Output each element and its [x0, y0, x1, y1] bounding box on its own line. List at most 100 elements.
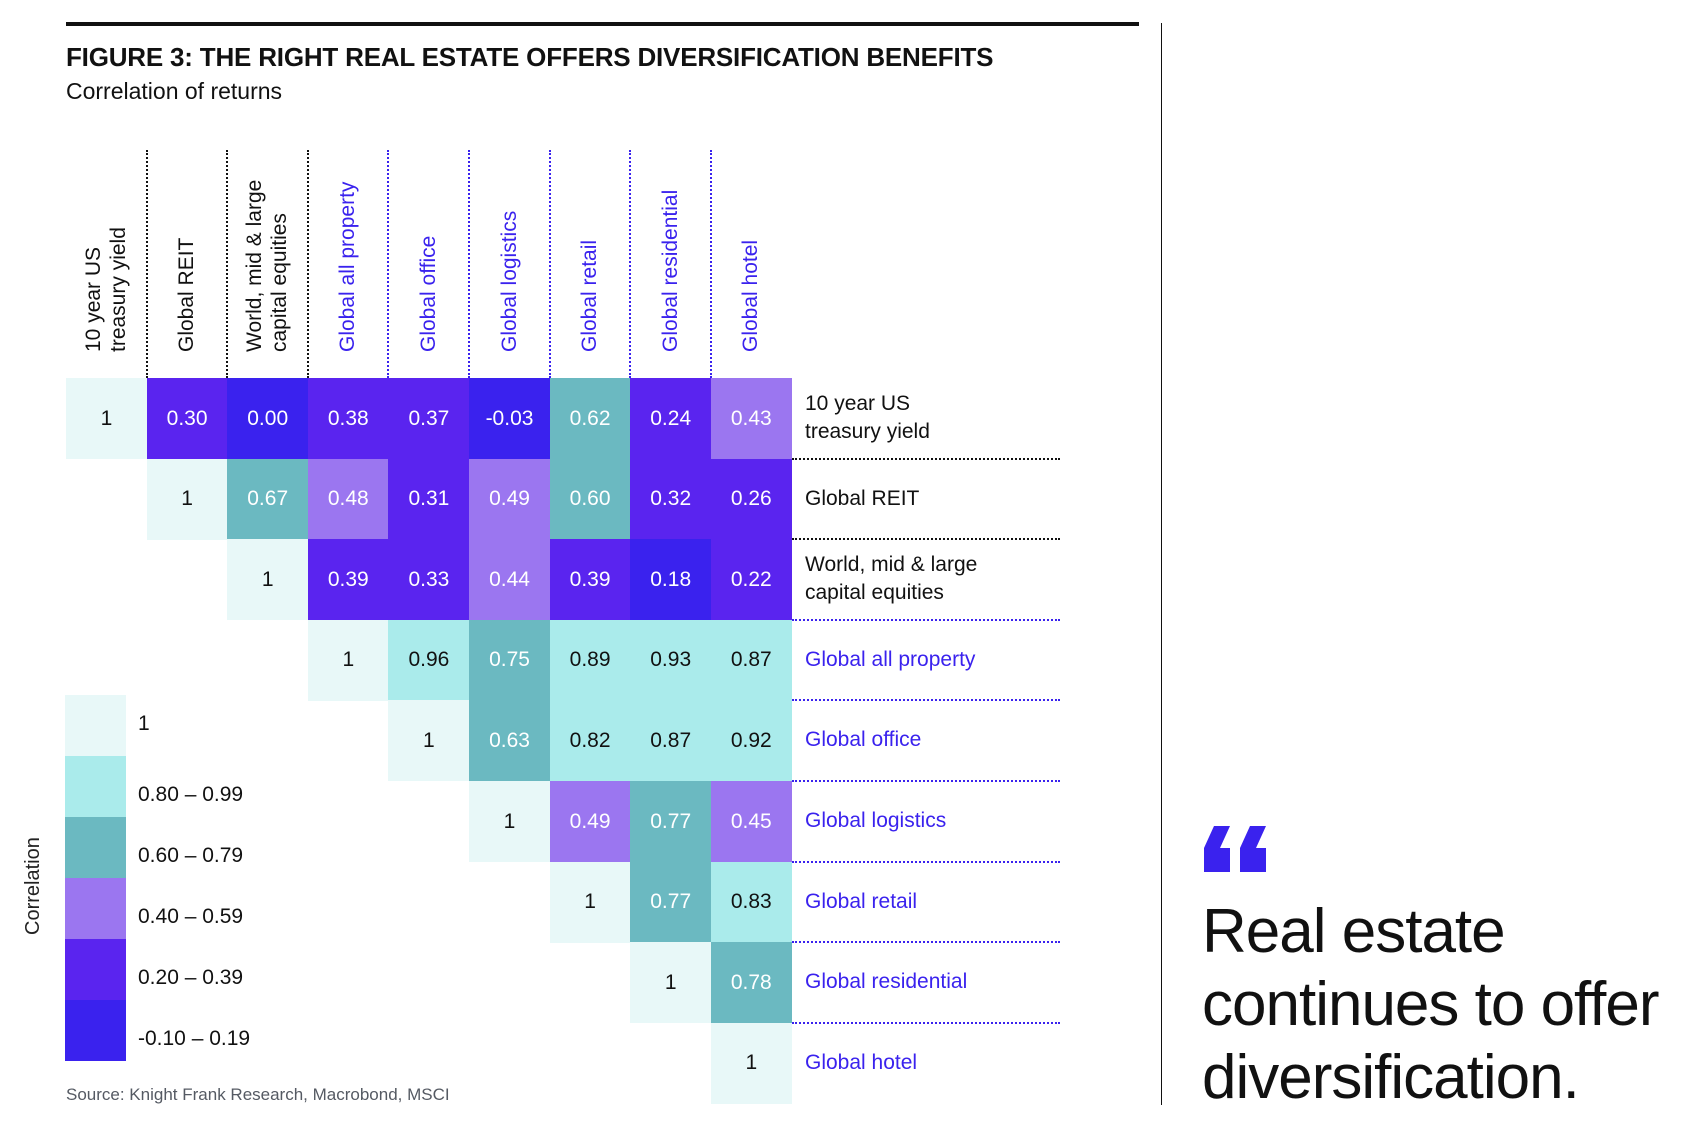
correlation-cell: 0.63 — [469, 700, 550, 782]
column-header-label: World, mid & large capital equities — [243, 179, 292, 352]
correlation-cell: 0.33 — [388, 539, 470, 621]
row-label: Global REIT — [805, 486, 920, 510]
correlation-cell: 0.32 — [630, 458, 712, 540]
pull-quote: Real estate continues to offer diversifi… — [1202, 897, 1660, 1112]
correlation-cell: 0.31 — [388, 458, 470, 540]
legend-title: Correlation — [22, 837, 44, 935]
row-label: Global logistics — [805, 809, 947, 832]
correlation-cell: 0.62 — [549, 378, 631, 459]
row-label: Global all property — [805, 647, 976, 671]
correlation-cell: 0.43 — [710, 378, 792, 459]
correlation-cell: 0.39 — [307, 539, 389, 621]
correlation-matrix: 10 year US treasury yield Global REIT World… — [66, 150, 1060, 1104]
quote-mark-left — [1204, 826, 1230, 872]
correlation-cell: 0.45 — [710, 781, 792, 862]
column-header-label: Global all property — [336, 181, 360, 352]
correlation-cell: 0.89 — [549, 619, 631, 701]
correlation-cell: 0.60 — [549, 458, 631, 540]
column-header: World, mid & large capital equities — [227, 152, 307, 352]
column-header: Global hotel — [711, 152, 791, 352]
correlation-cell: 0.96 — [388, 619, 470, 701]
correlation-cell: 0.82 — [549, 700, 631, 782]
legend-swatch — [65, 695, 126, 756]
correlation-cell: 0.39 — [549, 539, 631, 621]
column-header-label: Global office — [416, 235, 440, 352]
correlation-cell: 0.22 — [710, 539, 792, 621]
diagonal-cell: 1 — [307, 619, 389, 701]
correlation-cell: 0.87 — [630, 700, 712, 782]
diagonal-cell: 1 — [710, 1022, 792, 1104]
legend-swatch — [65, 939, 126, 1000]
correlation-cell: 0.00 — [227, 378, 309, 459]
legend-label: 0.80 – 0.99 — [138, 783, 244, 806]
row-label: Global office — [805, 728, 922, 752]
row-separator — [792, 699, 1060, 702]
correlation-cell: 0.67 — [227, 458, 309, 540]
legend-label: 1 — [138, 712, 150, 735]
diagonal-cell: 1 — [227, 539, 309, 621]
correlation-cell: 0.44 — [469, 539, 550, 621]
legend-label: 0.60 – 0.79 — [138, 844, 244, 867]
correlation-cell: 0.87 — [710, 619, 792, 701]
diagonal-cell: 1 — [146, 458, 228, 540]
legend-swatch — [65, 817, 126, 878]
correlation-cell: -0.03 — [469, 378, 550, 459]
row-label: Global hotel — [805, 1050, 918, 1074]
figure-subtitle: Correlation of returns — [66, 78, 283, 104]
column-divider — [1161, 23, 1162, 1105]
column-header-label: Global retail — [578, 239, 602, 352]
column-header: Global residential — [630, 152, 710, 352]
legend-swatch — [65, 756, 126, 817]
row-label: Global retail — [805, 889, 918, 913]
row-separator — [792, 538, 1060, 541]
correlation-cell: 0.77 — [630, 861, 712, 943]
diagonal-cell: 1 — [388, 700, 470, 782]
correlation-cell: 0.24 — [630, 378, 712, 459]
column-header: Global logistics — [469, 152, 549, 352]
figure-title: FIGURE 3: THE RIGHT REAL ESTATE OFFERS D… — [66, 42, 994, 72]
row-separator — [792, 860, 1060, 863]
correlation-cell: 0.37 — [388, 378, 470, 459]
correlation-cell: 0.48 — [307, 458, 389, 540]
column-separator — [468, 150, 470, 378]
legend-label: 0.20 – 0.39 — [138, 966, 244, 989]
diagonal-cell: 1 — [549, 861, 631, 943]
legend-label: -0.10 – 0.19 — [138, 1027, 251, 1050]
column-separator — [548, 150, 551, 378]
row-label: Global residential — [805, 970, 968, 994]
diagonal-cell: 1 — [630, 942, 712, 1024]
column-header: Global REIT — [147, 152, 227, 352]
correlation-cell: 0.78 — [710, 942, 792, 1024]
correlation-cell: 0.77 — [630, 781, 712, 862]
correlation-cell: 0.49 — [469, 458, 550, 540]
column-header: Global office — [388, 152, 468, 352]
column-header-label: Global logistics — [497, 210, 521, 352]
row-label: 10 year US treasury yield — [805, 392, 930, 443]
diagonal-cell: 1 — [469, 781, 550, 862]
column-separator — [629, 150, 632, 378]
column-separator — [306, 150, 309, 378]
row-separator — [792, 941, 1060, 944]
column-header: Global all property — [308, 152, 388, 352]
legend-swatch — [65, 1000, 126, 1061]
correlation-cell: 0.83 — [710, 861, 792, 943]
column-separator — [145, 150, 148, 378]
row-separator — [792, 457, 1060, 460]
row-separator — [792, 780, 1060, 782]
correlation-cell: 0.38 — [307, 378, 389, 459]
column-header-label: Global REIT — [175, 237, 199, 352]
column-header: 10 year US treasury yield — [66, 152, 146, 352]
column-header-label: Global residential — [658, 189, 682, 352]
column-separator — [709, 150, 712, 378]
correlation-cell: 0.49 — [549, 781, 631, 862]
correlation-cell: 0.18 — [630, 539, 712, 621]
quote-mark-right — [1240, 826, 1266, 872]
correlation-cell: 0.93 — [630, 619, 712, 701]
row-separator — [792, 1021, 1060, 1024]
column-separator — [226, 150, 229, 378]
correlation-cell: 0.26 — [710, 458, 792, 540]
column-header-label: Global hotel — [739, 239, 763, 352]
correlation-cell: 0.92 — [710, 700, 792, 782]
column-header-label: 10 year US treasury yield — [82, 227, 130, 352]
column-header: Global retail — [550, 152, 630, 352]
